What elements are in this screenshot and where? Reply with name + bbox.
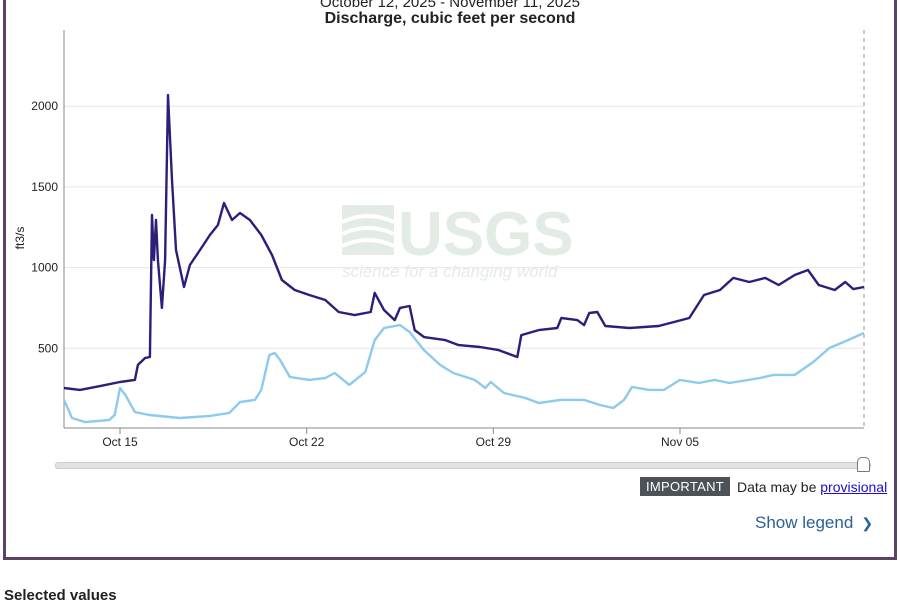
svg-text:USGS: USGS [398,200,574,269]
x-tick-label: Oct 29 [476,435,512,449]
show-legend-button[interactable]: Show legend ❯ [755,513,873,533]
chart-subtitle: October 12, 2025 - November 11, 2025 [320,0,580,11]
y-tick-label: 1500 [31,180,58,194]
slider-handle[interactable] [857,457,870,472]
y-tick-label: 500 [38,341,58,355]
graph-panel [3,0,897,560]
important-badge: IMPORTANT [640,477,731,496]
chart-title: Discharge, cubic feet per second [324,10,576,27]
show-legend-label: Show legend [755,513,854,532]
x-tick-label: Oct 15 [102,435,138,449]
usgs-watermark: USGS science for a changing world [341,200,574,281]
y-tick-label: 1000 [31,261,58,275]
time-range-slider[interactable] [55,462,871,469]
note-text: Data may be [737,479,821,495]
x-tick-label: Oct 22 [289,435,325,449]
provisional-note: Data may be provisional [737,479,887,495]
hydrograph: USGS science for a changing world ft3/s … [13,30,865,449]
chevron-down-icon: ❯ [861,515,874,531]
series-line-comparison [62,323,865,424]
series-line-current [63,93,865,392]
x-tick-label: Nov 05 [661,435,699,449]
provisional-link[interactable]: provisional [820,479,888,495]
y-tick-label: 2000 [31,99,58,113]
svg-text:science for a changing world: science for a changing world [342,262,558,281]
y-axis-label: ft3/s [13,227,27,250]
section-title: Selected values [4,587,117,604]
